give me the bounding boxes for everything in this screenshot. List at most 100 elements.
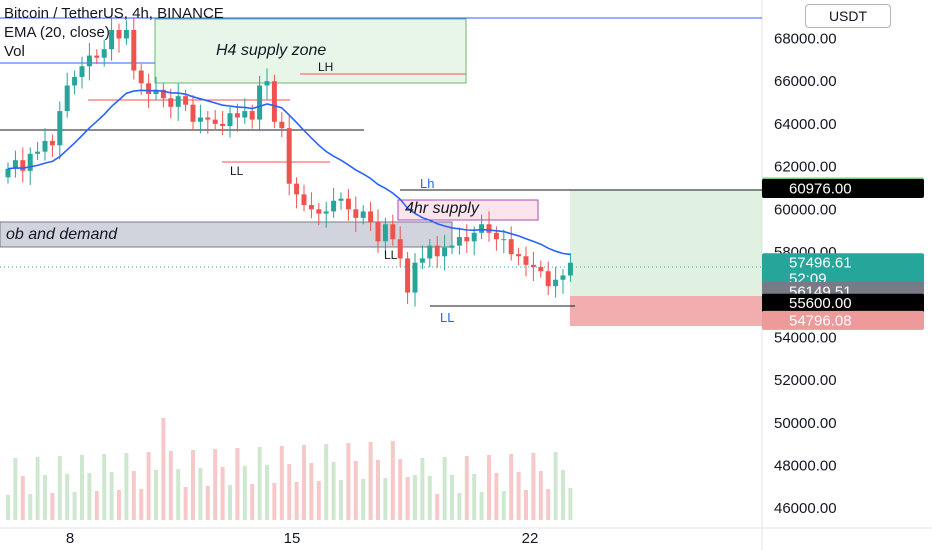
volume-bar [538, 471, 543, 520]
candle-body [345, 198, 351, 210]
volume-bar [50, 493, 55, 520]
candle-body [308, 205, 314, 210]
price-label-text: 60976.00 [789, 180, 852, 197]
candle [109, 17, 115, 61]
volume-bar [109, 472, 114, 520]
candle [456, 227, 462, 255]
volume-bar [368, 442, 373, 520]
candle [530, 252, 536, 282]
volume-bar [13, 458, 18, 520]
candle-body [479, 224, 485, 233]
volume-bar [361, 479, 366, 520]
candle [57, 101, 63, 160]
price-label-text: 55600.00 [789, 295, 852, 312]
volume-bar [346, 443, 351, 520]
candle-body [72, 76, 78, 86]
candle-body [264, 81, 270, 86]
volume-bar [43, 475, 47, 520]
ll-label-1: LL [230, 164, 244, 178]
candle-body [109, 29, 115, 50]
volume-bar [250, 484, 255, 520]
candle [397, 226, 403, 268]
candle [123, 20, 129, 45]
price-label-text: 57496.61 [789, 255, 852, 272]
candle-body [331, 200, 337, 212]
candle-body [530, 264, 536, 267]
4hr-supply-label: 4hr supply [405, 200, 479, 217]
candle-body [116, 29, 122, 39]
y-tick-label: 66000.00 [774, 73, 837, 90]
candle-body [64, 85, 70, 112]
candle [294, 177, 300, 209]
candle [279, 112, 285, 138]
volume-bar [524, 490, 528, 520]
ema-legend: EMA (20, close) [4, 24, 110, 41]
volume-bar [390, 441, 395, 520]
candle [345, 189, 351, 221]
candle [257, 75, 263, 132]
candle-body [419, 258, 425, 263]
volume-bar [442, 457, 447, 520]
candle [175, 83, 181, 121]
candle-body [360, 211, 366, 218]
candle [486, 211, 492, 242]
candle-body [79, 66, 85, 77]
candle [86, 42, 92, 81]
candle-body [86, 55, 92, 67]
candle-body [12, 160, 18, 169]
candle-body [397, 239, 403, 259]
candle [42, 128, 48, 161]
candle [323, 201, 329, 228]
volume-bar [561, 470, 565, 520]
candle-body [553, 279, 559, 287]
candle-body [493, 232, 499, 240]
candle [338, 192, 344, 210]
candle [560, 269, 566, 294]
candle [72, 70, 78, 95]
volume-bar [80, 455, 84, 520]
volume-bar [331, 462, 336, 520]
candle [523, 246, 529, 277]
candle [271, 74, 277, 129]
ob-demand-label: ob and demand [6, 226, 118, 243]
candle-body [286, 128, 292, 184]
price-label-bg [762, 310, 924, 330]
candle-body [190, 104, 196, 122]
price-label-text: 54796.08 [789, 312, 852, 329]
candle [427, 239, 433, 268]
candle [220, 111, 226, 136]
candle-body [316, 209, 322, 214]
volume-bar [117, 490, 121, 520]
chart-legend: Bitcoin / TetherUS, 4h, BINANCE EMA (20,… [4, 4, 224, 61]
candle [131, 17, 137, 80]
volume-bar [131, 471, 136, 520]
candle-body [257, 85, 263, 120]
candle-body [101, 49, 107, 58]
4hr-supply-zone [397, 199, 539, 221]
candle [49, 134, 55, 157]
candle-body [20, 160, 26, 171]
candle [64, 72, 70, 118]
candle [567, 253, 573, 282]
currency-button[interactable]: USDT [805, 4, 891, 28]
candle-body [516, 254, 522, 257]
candle [538, 260, 544, 278]
chart-title: Bitcoin / TetherUS, 4h, BINANCE [4, 5, 224, 22]
candle [501, 229, 507, 254]
candle-body [338, 198, 344, 201]
volume-bar [65, 474, 70, 520]
candle [390, 214, 396, 246]
candle [471, 226, 477, 256]
lh-label: LH [318, 60, 334, 74]
volume-bar [139, 489, 144, 520]
candle [286, 115, 292, 196]
candle [434, 235, 440, 268]
candle-body [271, 81, 277, 122]
candle [197, 104, 203, 134]
candle [353, 196, 359, 232]
volume-bar [124, 453, 129, 520]
candle [20, 147, 26, 183]
candle-body [175, 96, 181, 107]
